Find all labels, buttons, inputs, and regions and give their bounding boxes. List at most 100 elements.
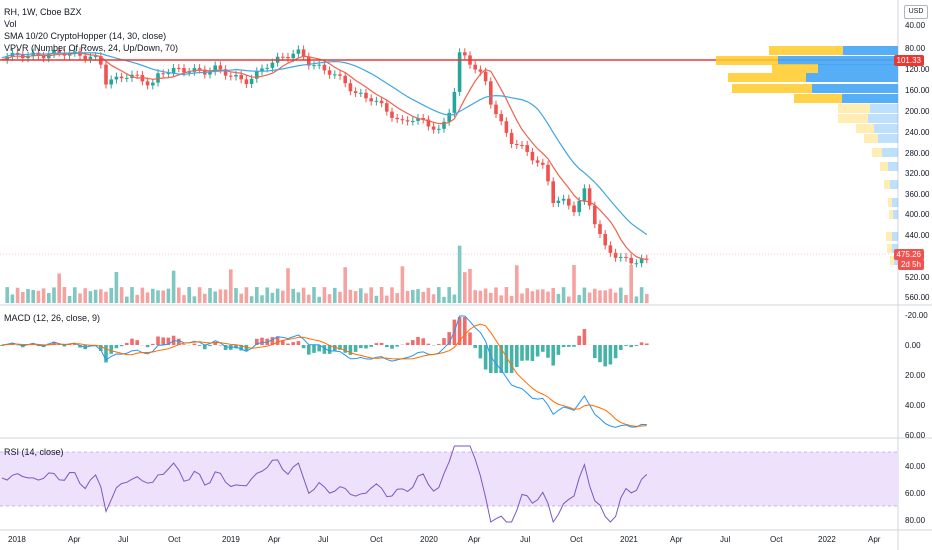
macd-histogram-bar (0, 345, 4, 346)
macd-histogram-bar (437, 343, 441, 345)
candle-body (634, 263, 639, 265)
candle-body (156, 73, 160, 83)
time-axis-label: Oct (370, 535, 383, 544)
candle-body (353, 91, 358, 93)
volume-bar (88, 291, 93, 303)
volume-bar (426, 287, 431, 303)
candle-body (213, 65, 217, 72)
macd-histogram-bar (598, 345, 602, 363)
macd-histogram-bar (223, 345, 228, 351)
volume-bar (551, 287, 555, 303)
macd-histogram-bar (509, 345, 514, 373)
macd-histogram-bar (275, 336, 280, 345)
price-axis-label: 360.00 (905, 190, 930, 199)
candle-body (561, 198, 566, 201)
macd-histogram-bar (312, 345, 316, 353)
macd-axis-label: 20.00 (905, 371, 926, 380)
rsi-axis-label: 60.00 (905, 489, 926, 498)
time-axis-label: Apr (868, 535, 881, 544)
volume-bar (359, 288, 363, 303)
vpvr-row-up (843, 46, 898, 55)
macd-histogram-bar (489, 345, 493, 373)
macd-histogram-bar (301, 345, 306, 349)
macd-histogram-bar (208, 345, 212, 347)
candle-body (509, 132, 514, 145)
vpvr-row-down (838, 104, 870, 113)
vpvr-row-down (838, 114, 868, 123)
vpvr-row-down (886, 232, 892, 241)
candle-body (385, 103, 389, 112)
vpvr-label[interactable]: VPVR (Number Of Rows, 24, Up/Down, 70) (4, 43, 179, 53)
candle-body (52, 50, 56, 55)
candle-body (577, 200, 581, 213)
candle-body (171, 67, 176, 73)
macd-histogram-bar (608, 345, 613, 365)
macd-histogram-bar (73, 344, 77, 345)
macd-histogram-bar (593, 345, 597, 359)
candle-body (379, 100, 384, 104)
volume-bar (307, 294, 311, 303)
volume-bar (567, 296, 571, 303)
candle-body (161, 73, 165, 75)
volume-bar (639, 287, 644, 303)
volume-bar (333, 287, 337, 303)
volume-bar (5, 287, 9, 303)
candle-body (312, 65, 316, 67)
volume-bar (572, 265, 576, 303)
rsi-legend[interactable]: RSI (14, close) (4, 447, 64, 457)
macd-histogram-bar (192, 343, 197, 345)
macd-legend[interactable]: MACD (12, 26, close, 9) (4, 313, 101, 323)
time-axis-label: Jul (720, 535, 731, 544)
horizontal-line-price-tag[interactable]: 101.33 (893, 55, 924, 66)
candle-body (452, 91, 457, 113)
volume-bar (140, 287, 145, 303)
candle-body (249, 78, 254, 85)
volume-bar (525, 288, 529, 303)
time-axis-label: 2022 (818, 535, 836, 544)
macd-histogram-bar (359, 345, 363, 349)
candle-body (114, 76, 119, 80)
volume-bar (223, 289, 228, 303)
volume-bar (509, 296, 514, 303)
volume-bar (21, 292, 25, 303)
volume-bar (78, 293, 82, 303)
macd-histogram-bar (260, 337, 264, 345)
vpvr-row-down (880, 162, 888, 171)
candle-body (395, 117, 399, 120)
price-axis-label: 280.00 (905, 149, 930, 158)
candle-body (437, 128, 441, 130)
volume-bar (530, 291, 535, 303)
candle-body (494, 104, 498, 115)
volume-bar (114, 272, 119, 303)
candle-body (260, 68, 264, 72)
macd-histogram-bar (364, 345, 368, 349)
price-axis-label: 520.00 (905, 273, 930, 282)
sma-label[interactable]: SMA 10/20 CryptoHopper (14, 30, close) (4, 31, 167, 41)
symbol-label[interactable]: RH, 1W, Cboe BZX (4, 7, 82, 17)
price-axis-label: 560.00 (905, 293, 930, 302)
volume-bar (104, 291, 108, 303)
volume-bar (468, 268, 472, 303)
macd-histogram-bar (130, 338, 134, 345)
vpvr-row-down (864, 134, 878, 143)
candle-body (93, 56, 98, 58)
volume-bar (546, 291, 550, 303)
price-axis-label: 40.00 (905, 21, 926, 30)
candle-body (504, 121, 509, 133)
candle-body (624, 256, 628, 258)
volume-bar (494, 287, 498, 303)
volume-bar (281, 290, 285, 303)
rsi-axis-label: 80.00 (905, 516, 926, 525)
vol-label[interactable]: Vol (4, 19, 17, 29)
candle-body (307, 56, 311, 66)
vpvr-row-up (868, 114, 898, 123)
macd-histogram-bar (619, 345, 623, 350)
macd-histogram-bar (182, 344, 186, 345)
volume-bar (286, 268, 290, 303)
currency-button[interactable]: USD (904, 5, 928, 19)
candle-body (593, 205, 597, 225)
candle-body (208, 71, 212, 75)
volume-bar (405, 290, 410, 303)
macd-histogram-bar (57, 344, 61, 345)
